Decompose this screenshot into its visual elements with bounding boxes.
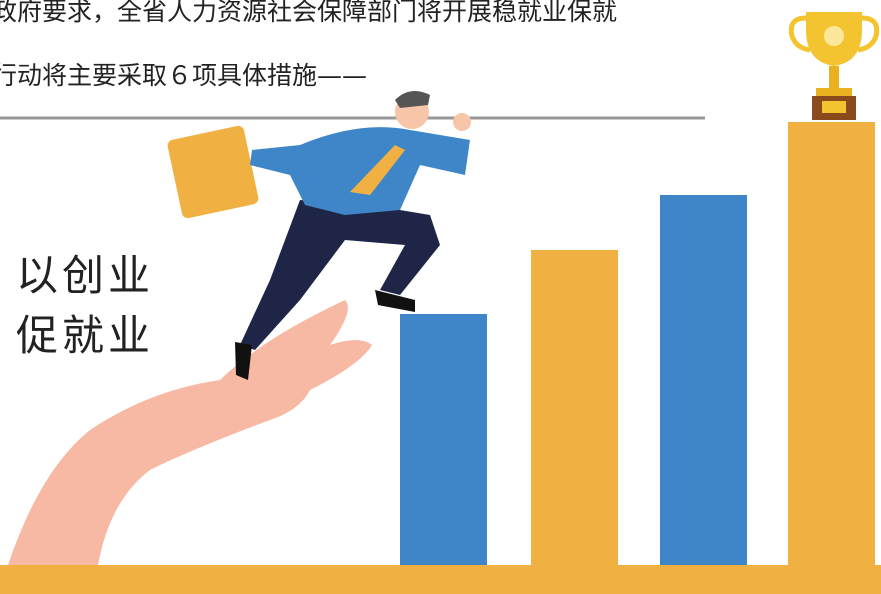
step-bar [400, 314, 487, 566]
hand [8, 300, 372, 565]
runner [167, 91, 471, 380]
slogan-line: 促就业 [16, 311, 154, 360]
step-bar [531, 250, 618, 566]
ground [0, 565, 881, 594]
step-bar [660, 195, 747, 566]
header-line: 行动将主要采取６项具体措施—— [0, 61, 367, 90]
step-bar [788, 122, 875, 566]
header-line: 政府要求，全省人力资源社会保障部门将开展稳就业保就 [0, 0, 617, 26]
trophy [788, 12, 880, 120]
slogan-line: 以创业 [16, 251, 154, 300]
